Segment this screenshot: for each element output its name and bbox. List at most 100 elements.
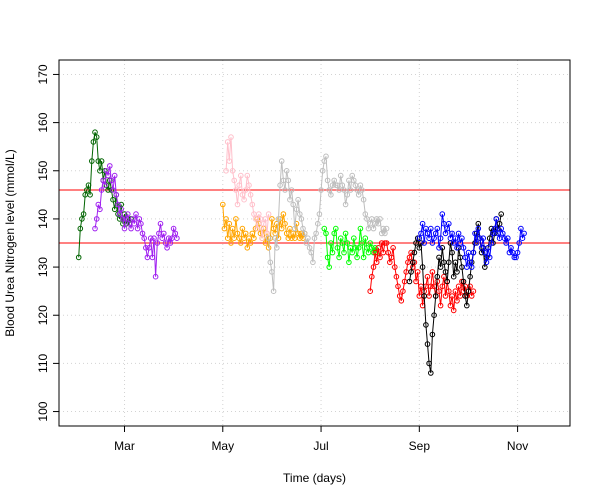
data-point bbox=[298, 216, 305, 222]
data-point bbox=[428, 370, 434, 376]
data-point bbox=[421, 240, 428, 246]
series-3 bbox=[223, 134, 272, 241]
data-point bbox=[416, 245, 423, 251]
data-point bbox=[519, 235, 526, 241]
data-point bbox=[295, 230, 301, 237]
data-point bbox=[146, 245, 152, 251]
data-point bbox=[442, 230, 449, 237]
data-point bbox=[233, 216, 239, 222]
data-point bbox=[378, 230, 385, 237]
data-point bbox=[87, 192, 93, 198]
data-point bbox=[161, 230, 167, 237]
data-point bbox=[256, 211, 262, 217]
data-point bbox=[265, 211, 272, 217]
data-point bbox=[260, 220, 267, 227]
data-point bbox=[275, 235, 282, 241]
data-point bbox=[437, 264, 444, 270]
data-point bbox=[455, 230, 462, 237]
data-point bbox=[143, 245, 149, 251]
data-point bbox=[352, 245, 359, 251]
data-point bbox=[111, 172, 118, 179]
data-point bbox=[424, 230, 431, 237]
data-point bbox=[305, 235, 311, 241]
data-point bbox=[278, 225, 285, 232]
data-point bbox=[333, 182, 339, 188]
data-point bbox=[282, 187, 288, 193]
data-point bbox=[239, 225, 246, 232]
data-point bbox=[98, 158, 105, 164]
data-point bbox=[113, 192, 120, 198]
data-point bbox=[167, 240, 174, 246]
data-point bbox=[432, 230, 439, 237]
data-point bbox=[118, 206, 124, 213]
grid-lines bbox=[59, 60, 570, 426]
data-point bbox=[123, 216, 129, 222]
data-point bbox=[355, 192, 362, 198]
data-point bbox=[336, 254, 342, 261]
data-point bbox=[437, 235, 444, 241]
data-point bbox=[382, 230, 388, 237]
data-point bbox=[411, 259, 418, 266]
series-5 bbox=[321, 225, 380, 270]
y-axis-label: Blood Urea Nitrogen level (mmol/L) bbox=[3, 149, 17, 336]
data-point bbox=[242, 187, 249, 193]
data-point bbox=[226, 158, 233, 164]
data-point bbox=[105, 172, 111, 179]
data-point bbox=[136, 216, 143, 222]
data-point bbox=[483, 259, 490, 266]
x-tick-label: May bbox=[211, 439, 234, 453]
data-point bbox=[486, 254, 493, 261]
data-point bbox=[444, 225, 451, 232]
data-point bbox=[426, 360, 432, 367]
data-point bbox=[508, 245, 514, 251]
data-point bbox=[454, 269, 460, 275]
y-tick-label: 170 bbox=[36, 64, 50, 84]
data-point bbox=[80, 211, 87, 217]
data-point bbox=[398, 298, 405, 304]
data-point bbox=[157, 220, 164, 227]
data-point bbox=[432, 293, 439, 299]
data-point bbox=[342, 230, 349, 237]
data-point bbox=[229, 225, 236, 232]
data-point bbox=[455, 283, 462, 290]
data-point bbox=[428, 225, 434, 232]
data-point bbox=[283, 230, 290, 237]
data-point bbox=[103, 168, 110, 174]
data-point bbox=[429, 331, 436, 338]
data-point bbox=[154, 240, 161, 246]
data-point bbox=[431, 235, 437, 241]
data-point bbox=[498, 211, 505, 217]
data-point bbox=[452, 288, 459, 295]
data-point bbox=[392, 264, 398, 270]
data-point bbox=[247, 192, 254, 198]
data-point bbox=[387, 259, 393, 266]
data-point bbox=[360, 196, 367, 203]
data-point bbox=[373, 259, 380, 266]
data-point bbox=[375, 245, 382, 251]
data-point bbox=[90, 139, 97, 145]
data-point bbox=[337, 172, 344, 179]
y-tick-label: 110 bbox=[36, 354, 50, 373]
data-point bbox=[446, 259, 452, 266]
data-point bbox=[274, 245, 280, 251]
data-point bbox=[92, 225, 98, 232]
data-point bbox=[272, 235, 279, 241]
data-point bbox=[319, 168, 326, 174]
data-point bbox=[267, 259, 274, 266]
data-point bbox=[351, 235, 357, 241]
data-point bbox=[418, 240, 424, 246]
data-point bbox=[139, 230, 146, 237]
data-point bbox=[400, 288, 406, 295]
data-point bbox=[513, 254, 519, 261]
data-point bbox=[241, 196, 247, 203]
data-point bbox=[382, 240, 388, 246]
data-point bbox=[346, 259, 352, 266]
data-point bbox=[349, 172, 356, 179]
data-point bbox=[344, 192, 351, 198]
data-point bbox=[102, 182, 108, 188]
data-point bbox=[482, 249, 488, 256]
data-point bbox=[475, 225, 482, 232]
data-point bbox=[450, 273, 457, 280]
data-point bbox=[95, 201, 102, 208]
